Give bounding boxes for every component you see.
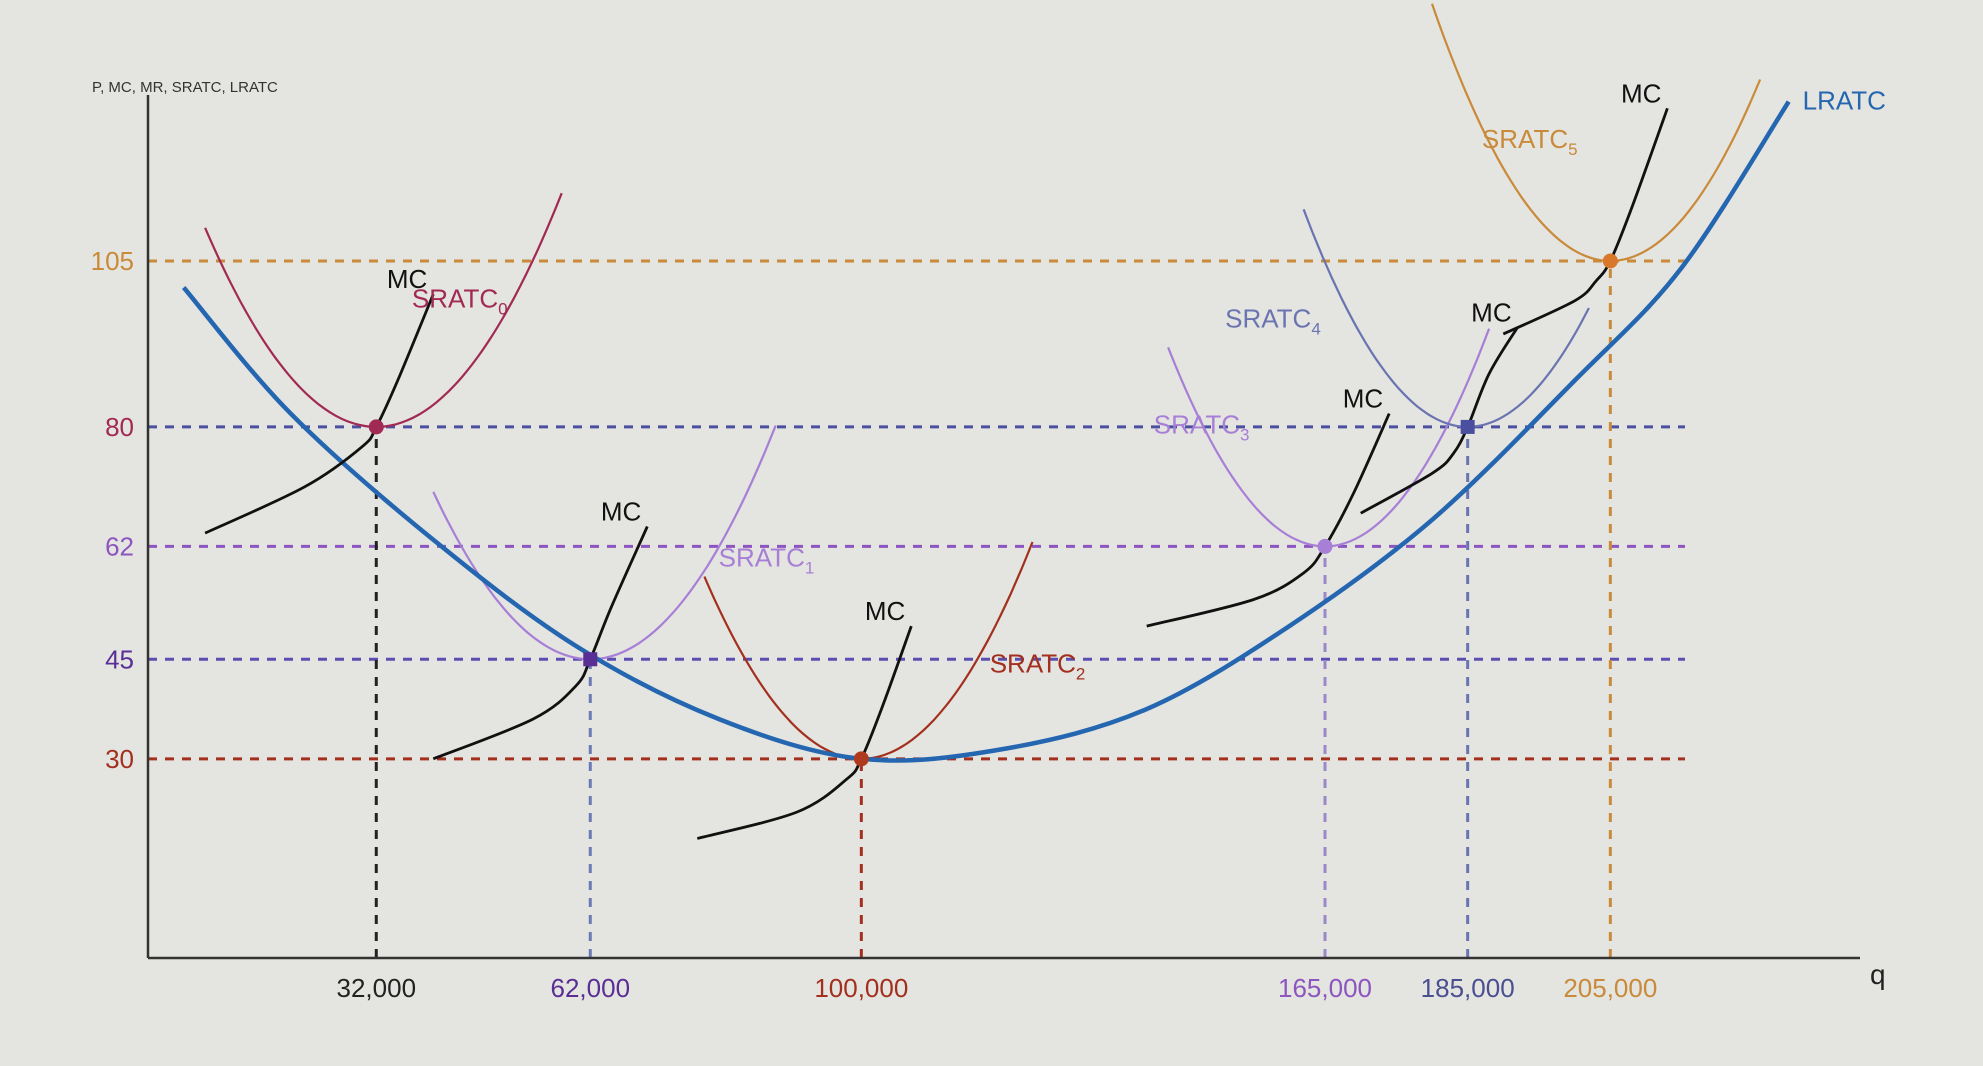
x-tick-label-32000: 32,000	[337, 973, 417, 1003]
mc-curve-3	[1146, 413, 1391, 628]
mc-label-4: MC	[1471, 297, 1511, 327]
sratc-2-label: SRATC2	[990, 649, 1086, 684]
mc-curve-0	[204, 293, 435, 535]
equilibrium-point-0	[368, 419, 384, 435]
lratc-label: LRATC	[1803, 86, 1886, 116]
mc-curve-5	[1502, 107, 1669, 336]
equilibrium-point-2	[853, 751, 869, 767]
lratc-group	[181, 100, 1791, 763]
tick-labels: 105 80 62 45 30 32,000 62,000 100,000 165,000 185…	[91, 246, 1658, 1003]
sratc-4-label: SRATC4	[1225, 303, 1321, 338]
sratc-3-label: SRATC3	[1154, 410, 1250, 445]
x-tick-label-205000: 205,000	[1563, 973, 1657, 1003]
curve-labels: SRATC0 SRATC1 SRATC2 SRATC3 SRATC4 SRATC5 MC MC…	[387, 78, 1886, 683]
equilibrium-points	[368, 253, 1618, 767]
sratc-0-label: SRATC0	[412, 283, 508, 318]
y-tick-label-30: 30	[105, 744, 134, 774]
mc-curve-4	[1360, 326, 1519, 515]
mc-curves	[204, 107, 1669, 840]
mc-curve-2	[696, 625, 913, 840]
mc-label-2: MC	[865, 596, 905, 626]
mc-label-0: MC	[387, 264, 427, 294]
sratc-1-curve	[432, 425, 777, 661]
lratc-curve	[181, 100, 1791, 763]
y-axis-label: P, MC, MR, SRATC, LRATC	[92, 79, 278, 96]
sratc-curves	[204, 3, 1762, 760]
x-tick-label-185000: 185,000	[1421, 973, 1515, 1003]
equilibrium-point-1	[583, 652, 598, 667]
y-tick-label-105: 105	[91, 246, 134, 276]
mc-label-5: MC	[1621, 78, 1661, 108]
equilibrium-point-4	[1460, 419, 1475, 434]
x-tick-label-62000: 62,000	[551, 973, 631, 1003]
sratc-1-label: SRATC1	[719, 542, 815, 577]
y-tick-label-45: 45	[105, 644, 134, 674]
mc-label-3: MC	[1343, 384, 1383, 414]
mc-curve-1	[432, 525, 649, 761]
equilibrium-point-3	[1317, 538, 1333, 554]
x-tick-label-165000: 165,000	[1278, 973, 1372, 1003]
equilibrium-point-5	[1602, 253, 1618, 269]
sratc-0-curve	[204, 192, 563, 429]
sratc-2-curve	[703, 541, 1034, 760]
x-tick-label-100000: 100,000	[814, 973, 908, 1003]
sratc-4-curve	[1302, 208, 1590, 429]
x-axis-label: q	[1870, 959, 1886, 990]
guide-lines	[148, 259, 1685, 958]
sratc-5-label: SRATC5	[1482, 124, 1578, 159]
sratc-5-curve	[1430, 3, 1762, 263]
mc-label-1: MC	[601, 497, 641, 527]
y-tick-label-62: 62	[105, 531, 134, 561]
axes: P, MC, MR, SRATC, LRATC q	[92, 79, 1886, 990]
y-tick-label-80: 80	[105, 412, 134, 442]
